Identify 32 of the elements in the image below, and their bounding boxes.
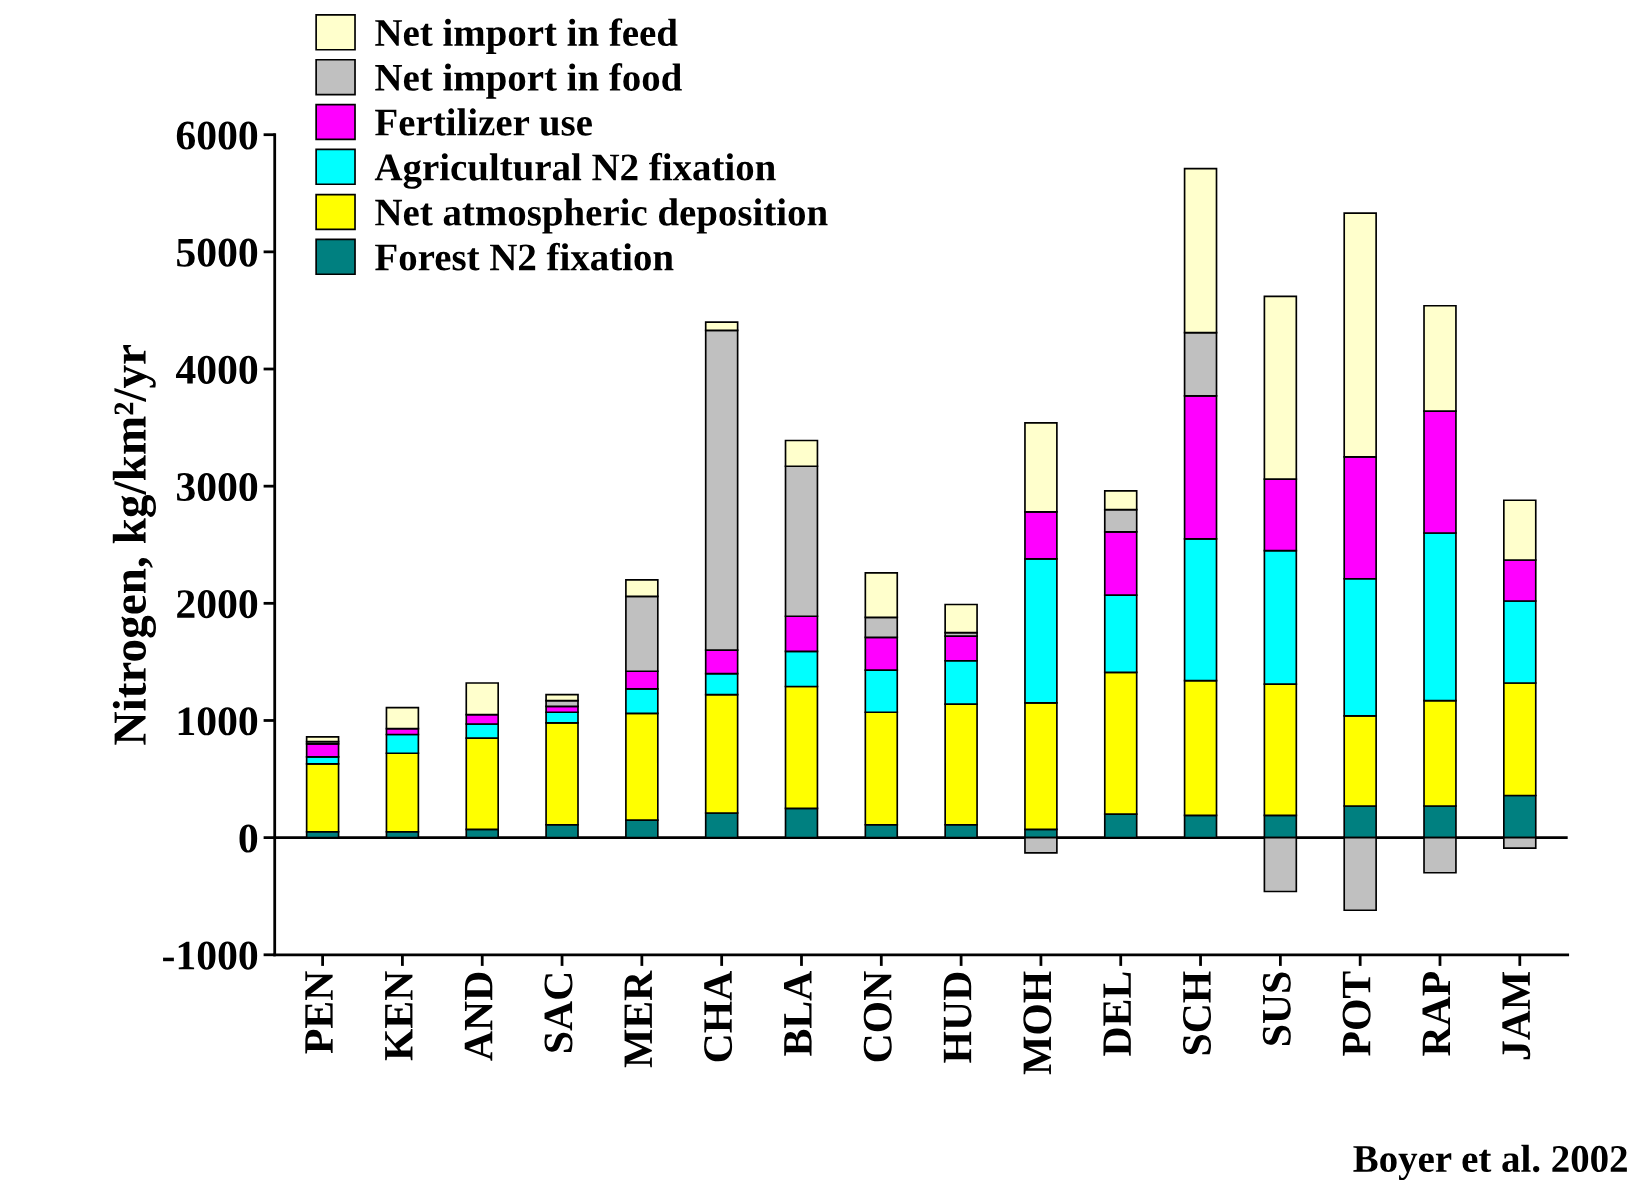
legend-label: Fertilizer use: [375, 108, 592, 136]
y-tick-label: 4000: [175, 355, 258, 384]
y-tick-label: -1000: [163, 941, 258, 970]
legend-label: Net import in food: [375, 63, 682, 99]
x-tick-label: MER: [624, 970, 652, 1068]
y-tick-label: 5000: [177, 238, 258, 267]
x-tick-label: POT: [1342, 971, 1371, 1056]
y-tick-label: 1000: [178, 707, 258, 736]
x-tick-label: MOH: [1023, 971, 1052, 1075]
x-tick-label: HUD: [943, 972, 972, 1063]
y-tick-label: 0: [239, 824, 258, 853]
x-tick-label: SCH: [1182, 971, 1211, 1055]
legend-label: Net import in feed: [375, 18, 678, 54]
x-tick-label: SAC: [544, 973, 573, 1052]
x-tick-label: RAP: [1422, 971, 1450, 1056]
y-tick-label: 6000: [176, 121, 258, 150]
x-tick-label: DEL: [1103, 972, 1131, 1056]
text: Boyer et al. 2002: [1353, 1144, 1627, 1181]
x-tick-label: PEN: [305, 971, 333, 1054]
x-tick-label: CON: [863, 971, 892, 1062]
y-tick-label: 3000: [176, 472, 258, 502]
x-tick-label: CHA: [704, 971, 733, 1062]
x-tick-label: SUS: [1262, 972, 1291, 1045]
x-tick-label: AND: [464, 972, 493, 1061]
legend-label: Forest N2 fixation: [375, 242, 674, 271]
x-tick-label: BLA: [783, 971, 812, 1056]
x-tick-label: KEN: [385, 971, 413, 1061]
legend-label: Agricultural N2 fixation: [374, 152, 776, 189]
y-axis-title: Nitrogen, kg/km²/yr: [112, 344, 156, 745]
x-tick-label: JAM: [1502, 971, 1531, 1060]
y-tick-label: 2000: [177, 590, 258, 619]
legend-label: Net atmospheric deposition: [375, 198, 828, 234]
